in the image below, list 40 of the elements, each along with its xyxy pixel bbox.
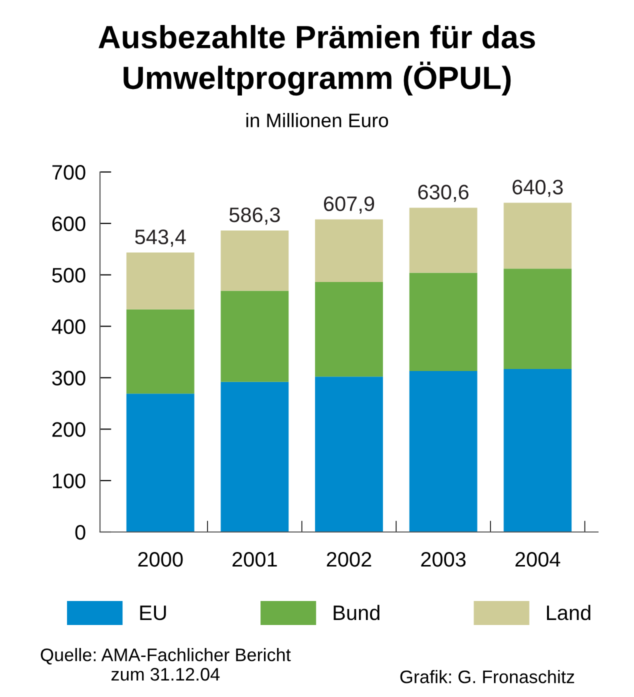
total-label: 543,4	[135, 230, 186, 247]
y-tick-label: 0	[75, 525, 86, 540]
text: Grafik: G. Fronaschitz	[400, 670, 574, 684]
total-label: 586,3	[229, 207, 280, 225]
y-tick-label: 100	[52, 474, 86, 488]
bar	[504, 202, 572, 269]
x-tick-label: 2003	[421, 552, 466, 567]
y-tick-label: 500	[52, 268, 86, 283]
source-note: Quelle: AMA-Fachlicher Bericht zum 31.12.04	[40, 648, 291, 681]
total-label: 630,6	[418, 184, 468, 202]
bar	[126, 309, 194, 394]
total-label: 640,3	[512, 180, 563, 197]
bar	[315, 282, 383, 377]
bar	[126, 394, 194, 532]
bar	[409, 272, 478, 372]
legend-label: Bund	[334, 604, 380, 620]
bar	[409, 208, 478, 273]
bar	[315, 376, 383, 532]
x-tick-label: 2004	[516, 552, 560, 567]
y-tick-label: 600	[52, 216, 86, 232]
y-tick-label: 300	[52, 370, 86, 386]
bar	[315, 219, 383, 282]
x-tick-label: 2000	[138, 552, 183, 567]
y-tick-label: 700	[52, 165, 86, 180]
x-tick-label: 2002	[326, 552, 372, 567]
y-tick-label: 400	[52, 319, 86, 334]
bar	[409, 371, 478, 532]
bar	[126, 252, 194, 310]
chart-title: Ausbezahlte Prämien für das Umweltprogramm (ÖPUL)	[98, 25, 535, 96]
bar	[220, 382, 289, 532]
legend-label: Land	[547, 604, 590, 620]
bar	[220, 230, 289, 291]
bar	[504, 368, 572, 532]
chart-subtitle: in Millionen Euro	[246, 113, 388, 128]
total-label: 607,9	[324, 196, 374, 214]
x-tick-label: 2001	[232, 552, 277, 567]
bar	[504, 268, 572, 369]
bar	[220, 290, 289, 382]
legend-label: EU	[140, 606, 166, 620]
y-tick-label: 200	[52, 422, 86, 437]
